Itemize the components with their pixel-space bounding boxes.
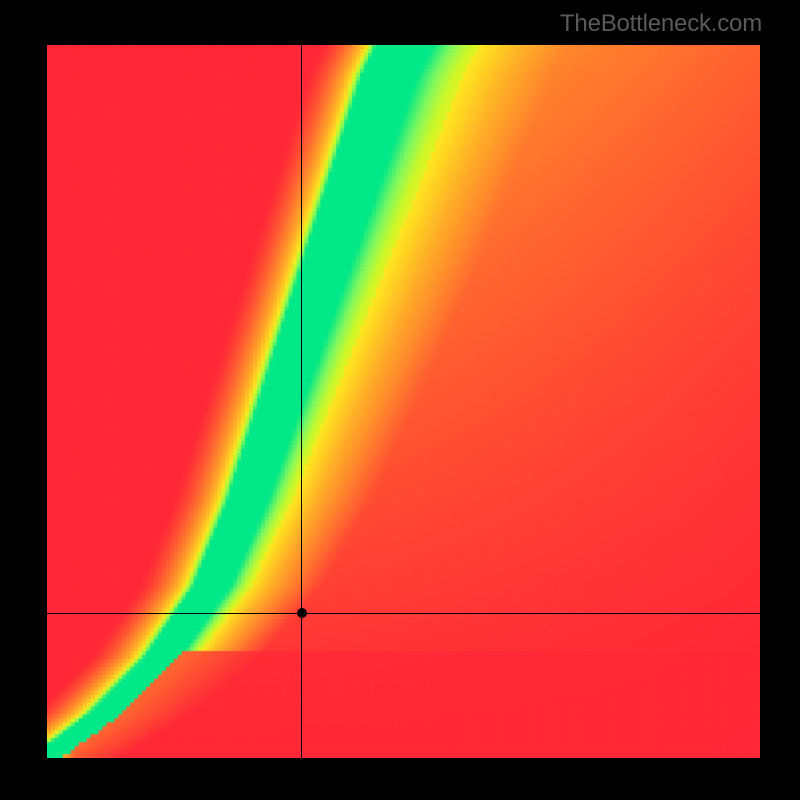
crosshair-horizontal	[47, 613, 760, 614]
bottleneck-heatmap	[47, 45, 760, 758]
crosshair-vertical	[301, 45, 302, 758]
marker-point	[297, 608, 307, 618]
chart-container: TheBottleneck.com	[0, 0, 800, 800]
watermark-text: TheBottleneck.com	[560, 10, 762, 38]
